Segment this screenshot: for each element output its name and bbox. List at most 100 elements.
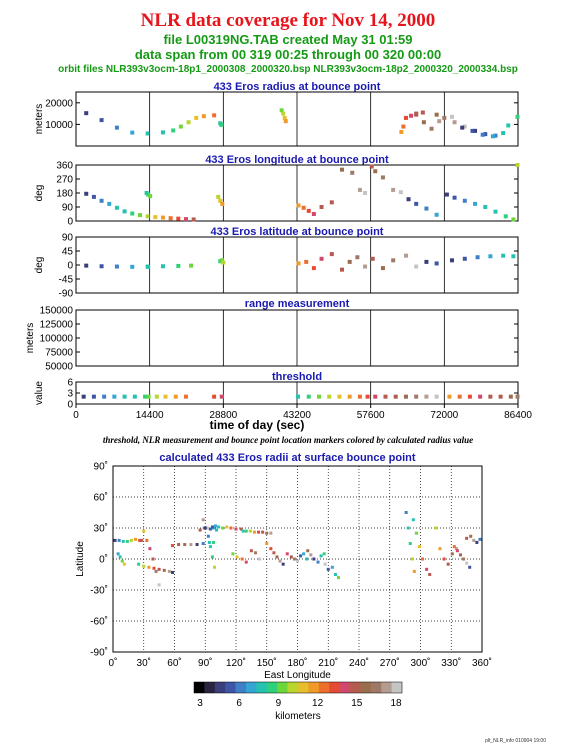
data-point [138, 538, 142, 542]
data-point [412, 569, 416, 573]
data-point [219, 122, 224, 127]
data-point [118, 555, 122, 559]
data-point [442, 115, 447, 120]
data-point [501, 253, 506, 258]
y-tick-label: 0 [67, 217, 73, 228]
data-point [425, 567, 429, 571]
data-point [478, 394, 483, 399]
data-point [248, 529, 252, 533]
data-point [252, 530, 256, 534]
data-point [176, 263, 181, 268]
data-point [207, 540, 211, 544]
data-point [306, 208, 311, 213]
panel-4: range measurement 50000 75000 100000 125000 1… [25, 298, 519, 373]
data-point [508, 394, 513, 399]
data-point [454, 547, 458, 551]
data-point [231, 552, 235, 556]
data-point [414, 531, 418, 535]
data-point [493, 133, 498, 138]
data-point [355, 255, 360, 260]
data-point [258, 557, 262, 561]
data-point [424, 394, 429, 399]
data-point [452, 545, 456, 549]
data-point [403, 394, 408, 399]
data-point [113, 538, 117, 542]
data-point [462, 198, 467, 203]
y-tick-label: 30˚ [94, 523, 108, 535]
y-axis-label: meters [34, 104, 45, 135]
data-point [421, 120, 426, 125]
colorbar-swatch [360, 682, 372, 693]
data-point [457, 394, 462, 399]
data-point [195, 543, 199, 547]
data-point [409, 113, 414, 118]
data-point [306, 394, 311, 399]
colorbar-swatch [329, 682, 340, 693]
data-point [201, 518, 205, 522]
data-point [438, 547, 442, 551]
y-tick-label: 75000 [45, 348, 73, 359]
data-point [117, 538, 121, 542]
data-point [157, 583, 161, 587]
data-point [99, 118, 104, 123]
data-point [498, 394, 503, 399]
x-tick-label: 30˚ [137, 657, 151, 669]
marker-caption: threshold, NLR measurement and bounce po… [102, 435, 474, 445]
data-point [429, 126, 434, 131]
data-point [450, 552, 454, 556]
data-point [420, 110, 425, 115]
x-tick-label: 60˚ [167, 657, 181, 669]
data-point [296, 559, 299, 563]
data-point [434, 394, 439, 399]
data-point [148, 194, 153, 199]
x-tick-label: 240˚ [349, 657, 369, 669]
data-point [340, 267, 345, 272]
colorbar-tick-label: 12 [312, 698, 324, 709]
data-point [424, 259, 429, 264]
data-point [414, 201, 419, 206]
data-point [450, 258, 455, 263]
panel-1: 433 Eros radius at bounce point 10000 2000… [34, 81, 520, 147]
data-point [81, 394, 86, 399]
y-tick-label: -60˚ [90, 616, 108, 628]
data-point [176, 216, 181, 221]
y-tick-label: 90 [62, 203, 74, 214]
data-point [194, 115, 199, 120]
data-point [406, 526, 410, 530]
data-point [208, 545, 212, 549]
data-point [221, 260, 226, 265]
data-point [239, 527, 243, 531]
colorbar-swatch [266, 682, 278, 693]
y-tick-label: -90˚ [90, 647, 108, 659]
colorbar-swatch [391, 682, 403, 693]
data-point [493, 209, 498, 214]
y-tick-label: -45 [59, 275, 74, 286]
data-point [244, 560, 248, 564]
data-point [515, 114, 520, 119]
data-point [205, 526, 209, 530]
colorbar-tick-label: 15 [351, 698, 363, 709]
data-point [490, 134, 495, 139]
data-point [265, 542, 269, 545]
y-tick-label: 6 [67, 378, 73, 389]
data-point [475, 255, 480, 260]
data-point [408, 542, 412, 545]
data-point [319, 554, 323, 558]
data-point [347, 394, 352, 399]
data-point [473, 201, 478, 206]
data-point [414, 264, 419, 269]
data-point [208, 527, 212, 531]
data-point [414, 112, 419, 117]
data-point [357, 394, 362, 399]
data-point [261, 530, 265, 534]
data-point [206, 534, 210, 538]
data-point [189, 543, 193, 547]
data-point [411, 518, 415, 522]
data-point [434, 212, 439, 217]
data-point [401, 124, 406, 129]
data-point [157, 567, 161, 571]
data-point [143, 394, 148, 399]
data-point [269, 547, 273, 551]
y-tick-label: 10000 [45, 120, 73, 131]
x-tick-label: 86400 [504, 410, 532, 421]
